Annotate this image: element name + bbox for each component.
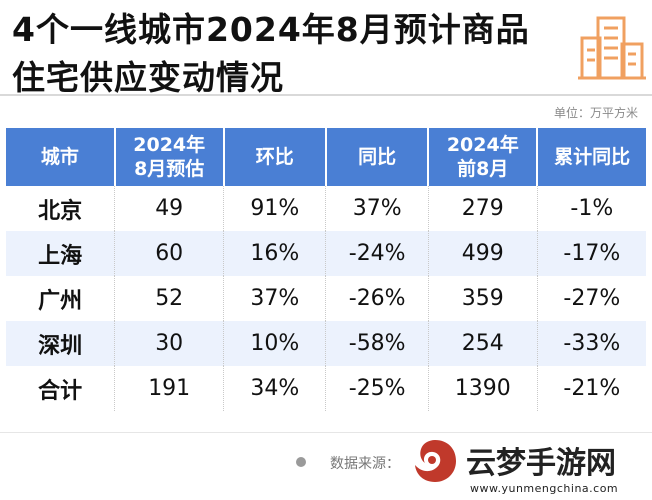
title-line-1: 4个一线城市2024年8月预计商品 — [12, 10, 530, 49]
cell-mom: 10% — [223, 321, 327, 366]
cell-yoy: -26% — [325, 276, 429, 321]
header-city: 城市 — [6, 128, 116, 186]
cell-city: 深圳 — [6, 321, 116, 366]
cell-ytd: 254 — [428, 321, 538, 366]
header-aug-estimate: 2024年 8月预估 — [114, 128, 225, 186]
cell-ytd-yoy: -1% — [570, 196, 614, 221]
brand-logo-icon — [415, 440, 456, 482]
cell-aug-estimate: 30 — [114, 321, 225, 366]
unit-label: 单位：万平方米 — [553, 106, 638, 120]
cell-aug-estimate: 49 — [114, 186, 225, 231]
cell-aug-estimate: 191 — [114, 366, 225, 411]
cell-mom: 16% — [223, 231, 327, 276]
cell-ytd-yoy: -17% — [537, 231, 646, 276]
brand-watermark-url: www.yunmengchina.com — [470, 482, 619, 495]
header-yoy: 同比 — [325, 128, 430, 186]
supply-table: 城市 2024年 8月预估 环比 同比 2024年 前8月 累计同比 北京 49… — [6, 128, 646, 411]
cell-mom: 91% — [223, 186, 327, 231]
cell-yoy: -24% — [325, 231, 429, 276]
cell-city: 北京 — [6, 186, 116, 231]
page-title: 4个一线城市2024年8月预计商品 住宅供应变动情况 — [12, 6, 572, 102]
table-row: 深圳 30 10% -58% 254 -33% — [6, 321, 646, 366]
title-divider — [0, 94, 652, 96]
cell-aug-estimate: 60 — [114, 231, 225, 276]
cell-city: 广州 — [6, 276, 116, 321]
cell-aug-estimate: 52 — [114, 276, 225, 321]
cell-ytd: 279 — [428, 186, 538, 231]
source-label: 数据来源： — [330, 456, 400, 472]
table-row: 广州 52 37% -26% 359 -27% — [6, 276, 646, 321]
cell-city: 合计 — [6, 366, 116, 411]
cell-ytd-yoy: -33% — [537, 321, 646, 366]
cell-ytd: 499 — [428, 231, 538, 276]
cell-city: 上海 — [6, 231, 116, 276]
cell-ytd-yoy: -21% — [563, 376, 621, 401]
cell-mom: 37% — [223, 276, 327, 321]
cell-yoy: -25% — [325, 366, 429, 411]
cell-ytd-yoy: -27% — [563, 286, 621, 311]
header-ytd: 2024年 前8月 — [428, 128, 539, 186]
header-ytd-yoy: 累计同比 — [537, 128, 646, 186]
table-row: 北京 49 91% 37% 279 -1% — [6, 186, 646, 231]
building-icon — [578, 16, 646, 80]
source-bullet-icon — [296, 457, 306, 467]
cell-ytd: 1390 — [428, 366, 538, 411]
header-mom: 环比 — [223, 128, 327, 186]
title-line-2: 住宅供应变动情况 — [12, 58, 284, 97]
cell-mom: 34% — [223, 366, 327, 411]
cell-yoy: -58% — [325, 321, 429, 366]
table-row-total: 合计 191 34% -25% 1390 -21% — [6, 366, 646, 411]
cell-ytd: 359 — [428, 276, 538, 321]
footer-divider — [0, 432, 652, 433]
brand-watermark-text: 云梦手游网 — [466, 446, 616, 481]
table-row: 上海 60 16% -24% 499 -17% — [6, 231, 646, 276]
cell-yoy: 37% — [325, 186, 429, 231]
table-header-row: 城市 2024年 8月预估 环比 同比 2024年 前8月 累计同比 — [6, 128, 646, 186]
